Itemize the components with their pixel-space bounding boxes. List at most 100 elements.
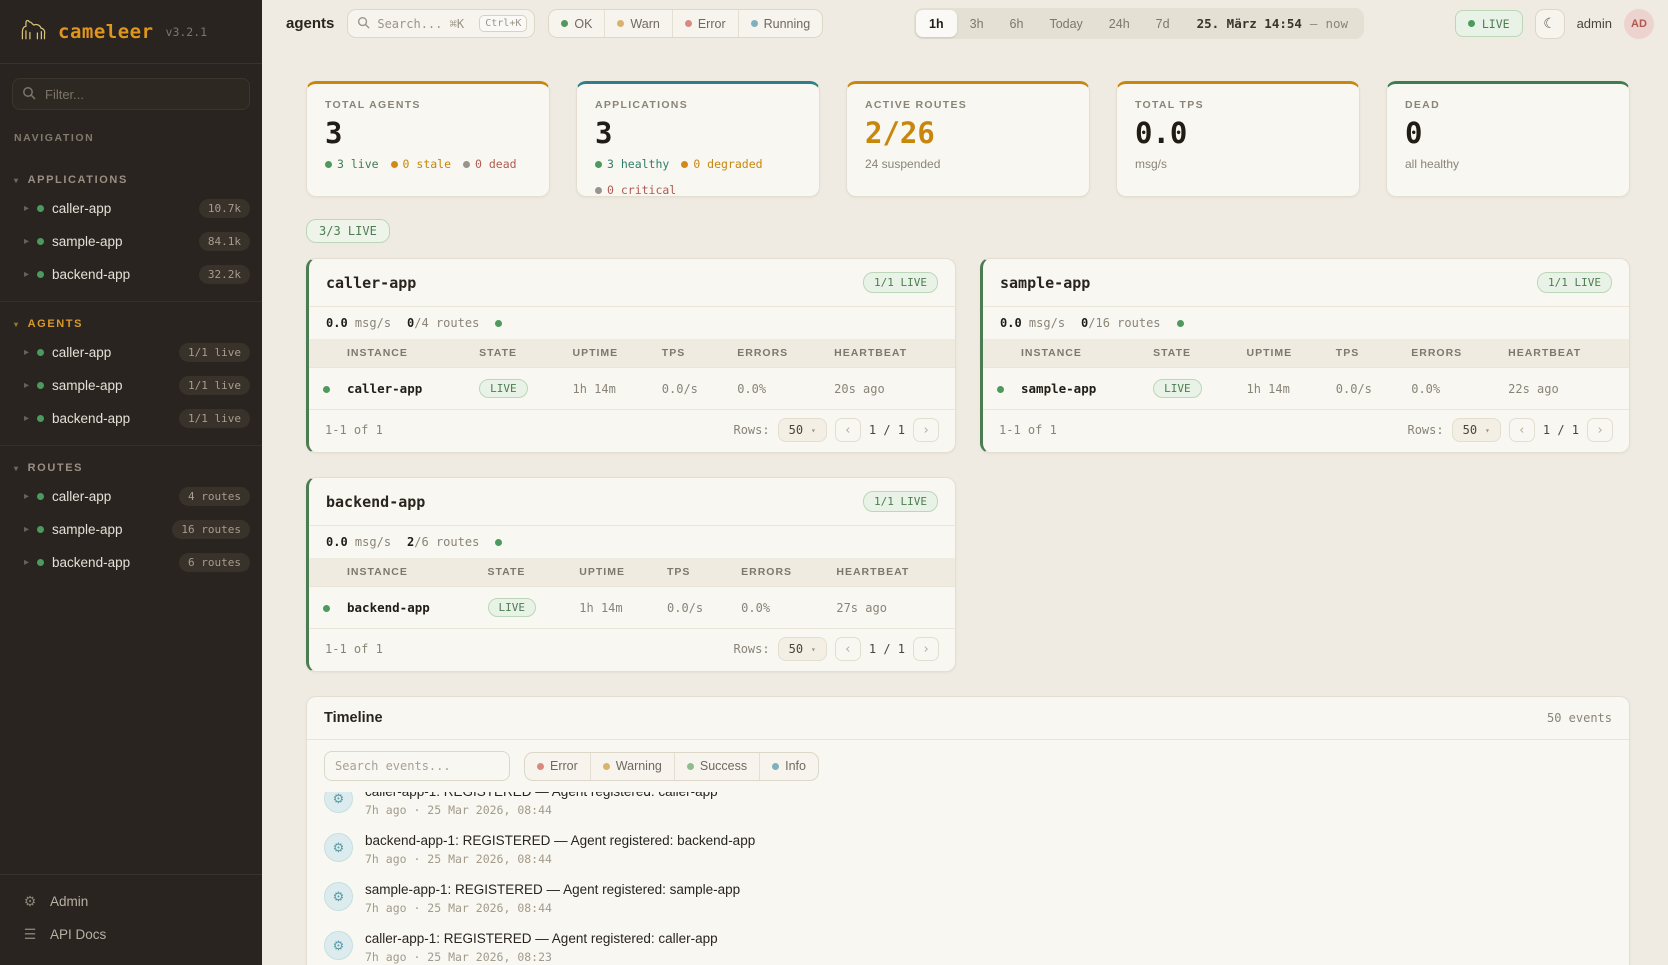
timeline-filter-info[interactable]: Info xyxy=(759,752,818,780)
critical-dot xyxy=(595,186,602,194)
prev-page-button[interactable]: ‹ xyxy=(1508,418,1535,442)
sidebar-filter xyxy=(12,78,250,110)
sidebar-footer: ⚙ Admin ☰ API Docs xyxy=(0,874,262,965)
live-status-badge[interactable]: LIVE xyxy=(1454,10,1523,37)
cell-errors: 0.0% xyxy=(733,586,829,628)
stat-label: ACTIVE ROUTES xyxy=(865,99,968,111)
sidebar-item-api-docs[interactable]: ☰ API Docs xyxy=(0,918,262,951)
next-page-button[interactable]: › xyxy=(913,637,939,661)
table-row[interactable]: caller-app LIVE 1h 14m 0.0/s 0.0% 20s ag… xyxy=(309,367,955,409)
list-item[interactable]: ⚙ backend-app-1: REGISTERED — Agent regi… xyxy=(324,825,1612,874)
global-search-input[interactable]: Search... ⌘K Ctrl+K xyxy=(347,9,536,38)
time-range-7d[interactable]: 7d xyxy=(1143,10,1183,37)
group-header-routes[interactable]: ▾ ROUTES xyxy=(0,456,262,480)
table-row[interactable]: sample-app LIVE 1h 14m 0.0/s 0.0% 22s ag… xyxy=(983,367,1629,409)
pagination-range: 1-1 of 1 xyxy=(325,423,383,437)
status-dot xyxy=(37,559,45,566)
row-status-dot xyxy=(323,604,330,612)
timeline-filter-warning[interactable]: Warning xyxy=(589,752,674,780)
sidebar-item-applications-sample-app[interactable]: ▸ sample-app 84.1k xyxy=(0,225,262,258)
sidebar-item-applications-caller-app[interactable]: ▸ caller-app 10.7k xyxy=(0,192,262,225)
app-meta: 0.0 msg/s 2/6 routes xyxy=(309,526,955,558)
state-badge: LIVE xyxy=(1153,379,1202,398)
app-card-title[interactable]: backend-app xyxy=(326,492,426,511)
col-errors: ERRORS xyxy=(1403,339,1501,368)
rows-per-page-select[interactable]: 50 ▾ xyxy=(777,637,827,661)
time-range-1h[interactable]: 1h xyxy=(916,10,957,37)
chevron-right-icon: ▸ xyxy=(24,236,30,247)
stat-value: 0 xyxy=(1405,116,1423,150)
filter-label: Info xyxy=(785,759,806,773)
range-start: 25. März 14:54 xyxy=(1196,16,1302,31)
event-title: sample-app-1: REGISTERED — Agent registe… xyxy=(365,882,741,897)
time-range-3h[interactable]: 3h xyxy=(957,10,997,37)
sidebar-group-applications: ▾ APPLICATIONS ▸ caller-app 10.7k ▸ samp… xyxy=(0,158,262,291)
time-range-6h[interactable]: 6h xyxy=(997,10,1037,37)
app-card-title[interactable]: sample-app xyxy=(1000,273,1091,292)
sidebar-item-routes-sample-app[interactable]: ▸ sample-app 16 routes xyxy=(0,513,262,546)
filter-input[interactable] xyxy=(12,78,250,110)
admin-label: Admin xyxy=(50,894,89,909)
routes-active: 0 xyxy=(1081,316,1089,330)
sidebar-item-agents-caller-app[interactable]: ▸ caller-app 1/1 live xyxy=(0,336,262,369)
filter-error-button[interactable]: Error xyxy=(671,10,738,37)
filter-warn-button[interactable]: Warn xyxy=(604,10,671,37)
degraded-dot xyxy=(681,160,689,168)
app-logo[interactable]: cameleer v3.2.1 xyxy=(0,0,262,64)
item-label: backend-app xyxy=(52,411,131,426)
item-badge: 6 routes xyxy=(179,553,250,572)
group-header-agents[interactable]: ▾ AGENTS xyxy=(0,312,262,336)
col-errors: ERRORS xyxy=(733,558,829,587)
filter-label: Error xyxy=(697,16,726,31)
timeline-search-input[interactable] xyxy=(324,751,510,781)
table-pagination: 1-1 of 1 Rows: 50 ▾ ‹ 1 / 1 › xyxy=(983,409,1629,452)
item-badge: 84.1k xyxy=(198,232,250,251)
list-item[interactable]: ⚙ caller-app-1: REGISTERED — Agent regis… xyxy=(324,923,1612,965)
filter-running-button[interactable]: Running xyxy=(737,10,823,37)
stat-detail: 0 critical xyxy=(607,183,677,197)
row-status-dot xyxy=(323,385,330,393)
sidebar-item-agents-backend-app[interactable]: ▸ backend-app 1/1 live xyxy=(0,402,262,435)
timeline-event-list[interactable]: ⚙ caller-app-1: REGISTERED — Agent regis… xyxy=(307,792,1629,965)
item-badge: 16 routes xyxy=(172,520,250,539)
caret-down-icon: ▾ xyxy=(14,175,20,185)
avatar[interactable]: AD xyxy=(1624,8,1654,39)
moon-icon: ☾ xyxy=(1543,15,1556,31)
rows-per-page-select[interactable]: 50 ▾ xyxy=(1451,418,1501,442)
table-row[interactable]: backend-app LIVE 1h 14m 0.0/s 0.0% 27s a… xyxy=(309,586,955,628)
dead-dot xyxy=(463,160,471,168)
sidebar-item-agents-sample-app[interactable]: ▸ sample-app 1/1 live xyxy=(0,369,262,402)
timeline-event-count: 50 events xyxy=(1546,711,1612,725)
rows-per-page-select[interactable]: 50 ▾ xyxy=(777,418,827,442)
theme-toggle-button[interactable]: ☾ xyxy=(1534,8,1565,39)
event-title: caller-app-1: REGISTERED — Agent registe… xyxy=(365,931,718,946)
prev-page-button[interactable]: ‹ xyxy=(834,637,861,661)
stat-value: 2/26 xyxy=(865,116,935,150)
list-item[interactable]: ⚙ caller-app-1: REGISTERED — Agent regis… xyxy=(324,792,1612,825)
search-icon xyxy=(357,16,370,32)
chevron-right-icon: ▸ xyxy=(24,491,30,502)
sidebar-item-routes-backend-app[interactable]: ▸ backend-app 6 routes xyxy=(0,546,262,579)
time-range-today[interactable]: Today xyxy=(1036,10,1095,37)
timeline-filter-error[interactable]: Error xyxy=(525,753,590,780)
list-item[interactable]: ⚙ sample-app-1: REGISTERED — Agent regis… xyxy=(324,874,1612,923)
event-time: 7h ago · 25 Mar 2026, 08:44 xyxy=(365,803,552,817)
app-card-title[interactable]: caller-app xyxy=(326,273,417,292)
sidebar-item-applications-backend-app[interactable]: ▸ backend-app 32.2k xyxy=(0,258,262,291)
cell-tps: 0.0/s xyxy=(653,367,730,409)
time-range-display[interactable]: 25. März 14:54 — now xyxy=(1183,16,1362,31)
col-tps: TPS xyxy=(653,339,730,368)
next-page-button[interactable]: › xyxy=(1587,418,1613,442)
running-status-dot xyxy=(750,20,758,27)
next-page-button[interactable]: › xyxy=(913,418,939,442)
filter-ok-button[interactable]: OK xyxy=(549,10,604,37)
prev-page-button[interactable]: ‹ xyxy=(834,418,861,442)
row-status-dot xyxy=(997,385,1004,393)
timeline-filter-success[interactable]: Success xyxy=(673,752,759,780)
sidebar-item-routes-caller-app[interactable]: ▸ caller-app 4 routes xyxy=(0,480,262,513)
live-dot xyxy=(1467,20,1475,27)
chevron-right-icon: ▸ xyxy=(24,269,30,280)
sidebar-item-admin[interactable]: ⚙ Admin xyxy=(0,885,262,918)
group-header-applications[interactable]: ▾ APPLICATIONS xyxy=(0,168,262,192)
time-range-24h[interactable]: 24h xyxy=(1096,10,1143,37)
